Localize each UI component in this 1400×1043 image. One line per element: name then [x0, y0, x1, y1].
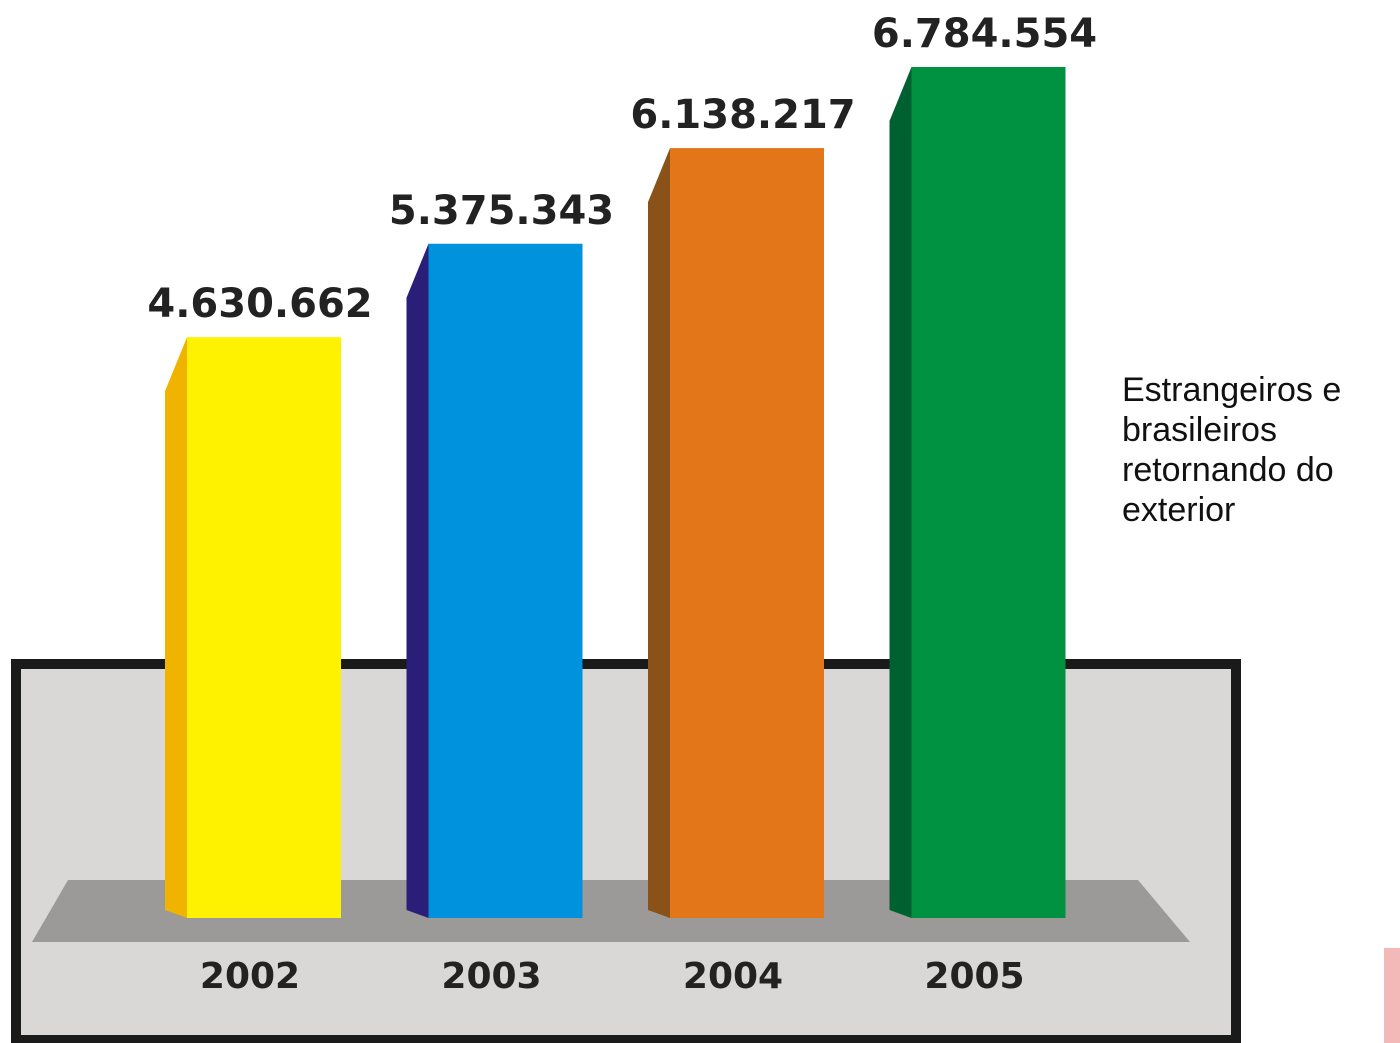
category-label-2005: 2005: [924, 956, 1024, 997]
bar-group-2004: 6.138.217 2004: [630, 92, 855, 997]
bar-group-2002: 4.630.662 2002: [147, 281, 372, 997]
bar-group-2005: 6.784.554 2005: [872, 11, 1097, 997]
bar-side-2005: [889, 67, 912, 918]
bar-group-2003: 5.375.343 2003: [389, 188, 614, 997]
bar-2005: [911, 67, 1066, 918]
value-label-2002: 4.630.662: [147, 281, 372, 327]
category-label-2004: 2004: [683, 956, 783, 997]
category-label-2002: 2002: [200, 956, 300, 997]
bar-side-2004: [648, 148, 670, 919]
bar-2004: [670, 148, 824, 919]
category-label-2003: 2003: [441, 956, 541, 997]
bar-side-2003: [406, 243, 429, 918]
value-label-2005: 6.784.554: [872, 11, 1097, 57]
bars-layer: 4.630.66220025.375.34320036.138.21720046…: [147, 11, 1097, 997]
legend-text: Estrangeiros e brasileiros retornando do…: [1122, 371, 1342, 529]
value-label-2003: 5.375.343: [389, 188, 614, 234]
corner-decoration: [1384, 948, 1400, 1043]
bar-side-2002: [165, 337, 187, 918]
bar-2003: [428, 243, 583, 918]
value-label-2004: 6.138.217: [630, 92, 855, 138]
bar-2002: [187, 337, 341, 918]
